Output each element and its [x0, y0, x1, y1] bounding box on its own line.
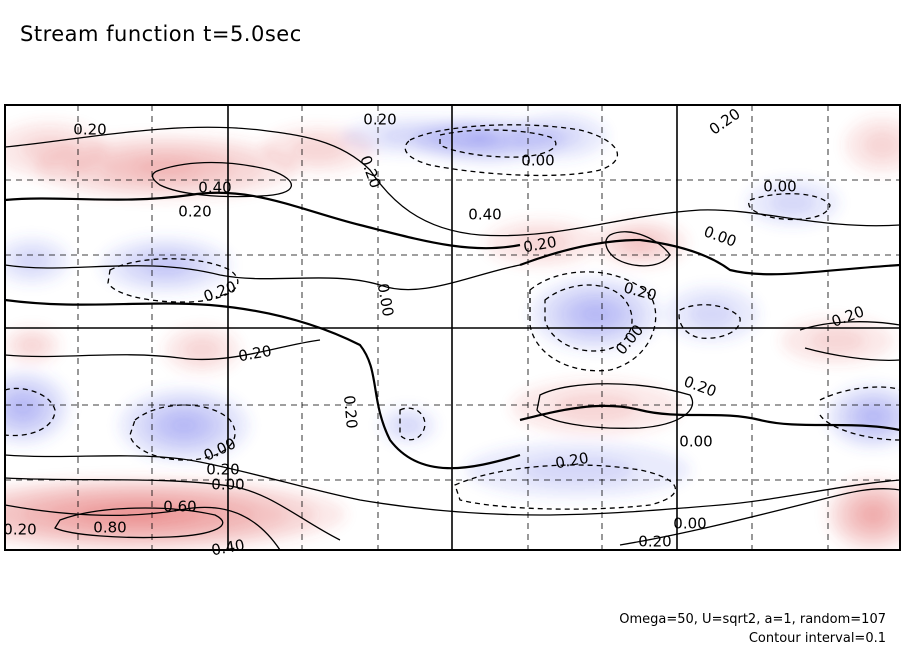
- contour-line: [399, 407, 426, 441]
- contour-line: [5, 387, 56, 437]
- color-lobe: [512, 112, 607, 160]
- contour-line: [5, 477, 341, 541]
- contour-label: 0.20: [340, 395, 361, 430]
- contour-line: [819, 386, 900, 441]
- contour-line: [519, 238, 900, 276]
- color-lobe: [780, 317, 894, 365]
- contour-label: 0.40: [198, 179, 231, 197]
- contour-line: [454, 464, 677, 510]
- contour-label: 0.20: [237, 342, 273, 366]
- contour-label: 0.00: [673, 515, 706, 533]
- contour-label: 0.00: [211, 476, 244, 494]
- contour-label: 0.20: [522, 233, 558, 257]
- contour-label: 0.20: [73, 121, 106, 139]
- contour-label: 0.00: [679, 433, 712, 451]
- color-lobe: [5, 370, 70, 445]
- contour-label: 0.20: [638, 533, 671, 551]
- plot-frame: [4, 104, 901, 551]
- contour-line: [536, 383, 694, 429]
- contour-label: 0.40: [210, 536, 246, 560]
- contour-line: [799, 321, 900, 361]
- contour-label: 0.40: [468, 206, 501, 224]
- color-lobe: [118, 388, 250, 463]
- contour-label: 0.80: [93, 519, 126, 537]
- contour-label: 0.20: [554, 449, 590, 473]
- contour-line: [404, 124, 619, 177]
- contour-interval-note: Contour interval=0.1: [748, 631, 886, 646]
- contour-line: [5, 298, 521, 470]
- color-lobe: [593, 219, 688, 267]
- contour-line: [678, 304, 741, 339]
- color-lobe: [379, 406, 436, 445]
- contour-line: [5, 126, 900, 237]
- contour-label: 0.00: [763, 178, 796, 196]
- color-lobe: [465, 441, 691, 498]
- contour-label: 0.20: [178, 203, 211, 221]
- color-lobe: [745, 179, 840, 227]
- parameters-note: Omega=50, U=sqrt2, a=1, random=107: [619, 612, 886, 627]
- color-lobe: [5, 326, 61, 364]
- color-lobe: [164, 326, 240, 374]
- contour-line: [5, 191, 521, 250]
- contour-line: [439, 129, 557, 158]
- contour-line: [5, 264, 521, 291]
- contour-label: 0.20: [3, 521, 36, 539]
- contour-line: [748, 193, 831, 221]
- contour-line: [5, 454, 900, 516]
- color-lobe: [100, 237, 232, 294]
- contour-line: [544, 284, 633, 352]
- contour-label: 0.20: [206, 461, 239, 479]
- contour-label: 0.00: [521, 152, 554, 170]
- color-lobe: [826, 477, 900, 550]
- contour-line: [619, 488, 900, 546]
- color-field: [5, 112, 900, 550]
- contour-line: [519, 404, 900, 432]
- contour-line: [107, 258, 239, 303]
- contour-line: [151, 161, 292, 198]
- contour-line: [529, 271, 657, 372]
- contour-label: 0.00: [374, 282, 398, 318]
- contour-label: 0.60: [163, 498, 196, 516]
- contour-line: [605, 231, 671, 267]
- chart-title: Stream function t=5.0sec: [20, 22, 302, 46]
- color-lobe: [511, 379, 681, 436]
- color-lobe: [844, 117, 900, 174]
- contour-line: [5, 339, 321, 361]
- color-lobe: [5, 121, 107, 178]
- contour-labels: 0.200.400.200.200.20 0.000.400.200.000.20…: [3, 105, 866, 560]
- color-lobe: [665, 286, 760, 343]
- contour-line: [54, 507, 224, 539]
- grid-lines: [5, 105, 900, 550]
- contour-label: 0.20: [363, 111, 396, 129]
